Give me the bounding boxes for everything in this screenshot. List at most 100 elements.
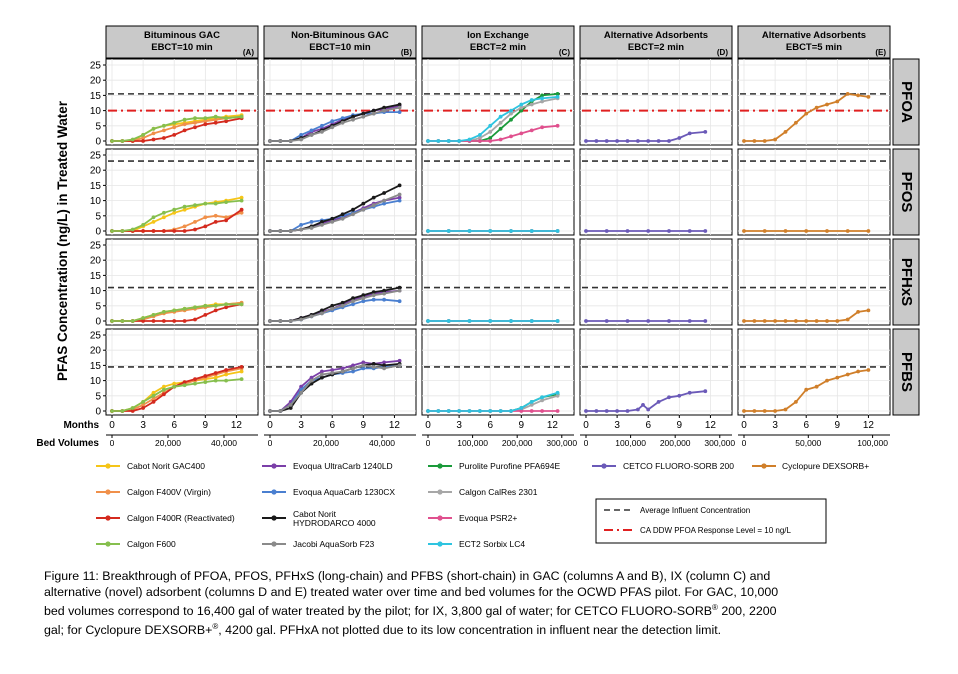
data-point-jacobi_aquasorb <box>361 114 366 119</box>
data-point-calgon_f400v <box>141 136 146 140</box>
data-point-jacobi_aquasorb <box>288 139 293 143</box>
data-point-cabot_hydrodarco <box>361 111 366 116</box>
data-point-evoqua_aquacarb <box>397 198 402 203</box>
data-point-evoqua_psr2 <box>540 125 544 130</box>
data-point-cetco_fluoro <box>584 139 588 143</box>
data-point-cabot_hydrodarco <box>288 406 293 410</box>
y-tick-label: 20 <box>90 166 102 177</box>
data-point-evoqua_aquacarb <box>382 297 386 302</box>
data-point-evoqua_psr2 <box>555 409 560 413</box>
data-point-calgon_f400v <box>172 125 177 130</box>
data-point-jacobi_aquasorb <box>268 409 272 413</box>
panel-D-pfbs <box>579 328 733 416</box>
data-point-ect2_sorbix <box>509 229 513 233</box>
data-point-ect2_sorbix <box>555 95 560 99</box>
data-point-evoqua_aquacarb <box>361 366 366 371</box>
data-point-cyclopure <box>773 137 777 142</box>
data-point-evoqua_ultracarb <box>330 368 335 372</box>
data-point-cetco_fluoro <box>703 389 708 394</box>
panel-D-pfoa <box>579 58 733 146</box>
data-point-ect2_sorbix <box>488 229 493 233</box>
data-point-jacobi_aquasorb <box>340 120 345 125</box>
data-point-calgon_f600 <box>141 316 146 320</box>
y-tick-label: 25 <box>90 61 102 72</box>
data-point-cyclopure <box>825 229 829 233</box>
y-tick-label: 0 <box>95 407 101 418</box>
bed-volume-tick-label: 0 <box>110 438 115 448</box>
legend-swatch-dot <box>761 463 767 469</box>
legend-label: Purolite Purofine PFA694E <box>459 461 560 471</box>
data-point-jacobi_aquasorb <box>320 130 324 134</box>
data-point-calgon_calres <box>519 105 524 110</box>
data-point-calgon_f400v <box>182 224 187 229</box>
data-point-calgon_calres <box>555 393 560 398</box>
data-point-purolite <box>540 93 544 98</box>
data-point-calgon_f400v <box>239 210 244 215</box>
month-tick-label: 0 <box>109 420 115 431</box>
data-point-cyclopure <box>825 319 829 323</box>
data-point-calgon_f600 <box>110 319 114 323</box>
month-tick-label: 9 <box>361 420 367 431</box>
data-point-cetco_fluoro <box>687 229 692 233</box>
data-point-calgon_f400r <box>182 319 187 323</box>
data-point-calgon_f400v <box>193 220 197 224</box>
data-point-calgon_f400r <box>239 365 244 369</box>
y-tick-label: 10 <box>90 286 102 297</box>
row-strip-bg <box>892 148 920 236</box>
bed-volume-tick-label: 20,000 <box>313 438 339 448</box>
panel-C-pfhxs <box>421 238 575 326</box>
data-point-calgon_f400r <box>203 313 208 317</box>
data-point-calgon_f600 <box>182 117 187 122</box>
data-point-ect2_sorbix <box>529 98 534 102</box>
data-point-ect2_sorbix <box>509 108 513 113</box>
data-point-cyclopure <box>825 102 829 107</box>
data-point-calgon_f400r <box>172 133 177 137</box>
month-tick-label: 6 <box>329 420 335 431</box>
data-point-cetco_fluoro <box>636 139 640 143</box>
data-point-cyclopure <box>814 105 819 110</box>
data-point-cabot_hydrodarco <box>371 290 376 294</box>
data-point-calgon_f600 <box>193 305 197 310</box>
data-point-evoqua_aquacarb <box>351 302 355 307</box>
panel-C-pfbs <box>421 328 575 416</box>
data-point-jacobi_aquasorb <box>299 317 303 322</box>
data-point-cetco_fluoro <box>667 319 671 323</box>
data-point-calgon_calres <box>488 130 493 134</box>
panel-D-pfos <box>579 148 733 236</box>
month-tick-label: 3 <box>614 420 620 431</box>
data-point-calgon_f400r <box>182 229 187 233</box>
caption-line-4b: , 4200 gal. PFHxA not plotted due to its… <box>218 623 722 638</box>
data-point-calgon_f400r <box>172 229 177 233</box>
data-point-calgon_f400r <box>193 125 197 130</box>
data-point-calgon_f400r <box>224 368 229 372</box>
data-point-calgon_f600 <box>203 303 208 308</box>
data-point-cyclopure <box>794 120 798 125</box>
data-point-purolite <box>488 136 493 140</box>
data-point-cyclopure <box>845 372 850 377</box>
data-point-jacobi_aquasorb <box>340 303 345 308</box>
data-point-ect2_sorbix <box>457 409 461 413</box>
data-point-calgon_f400r <box>203 122 208 127</box>
month-tick-label: 0 <box>267 420 273 431</box>
panel-frame <box>579 328 733 416</box>
y-tick-label: 10 <box>90 376 102 387</box>
data-point-cetco_fluoro <box>636 407 640 412</box>
data-point-cetco_fluoro <box>604 319 609 323</box>
data-point-jacobi_aquasorb <box>330 371 335 375</box>
panel-C-pfoa <box>421 58 575 146</box>
month-tick-label: 12 <box>389 420 401 431</box>
data-point-calgon_f400r <box>224 119 229 124</box>
column-header-bg <box>105 25 259 59</box>
data-point-jacobi_aquasorb <box>382 291 386 296</box>
data-point-calgon_f600 <box>151 215 156 220</box>
data-point-cyclopure <box>752 139 757 143</box>
data-point-cyclopure <box>814 384 819 389</box>
data-point-jacobi_aquasorb <box>268 139 272 143</box>
month-tick-label: 9 <box>519 420 525 431</box>
data-point-cabot_hydrodarco <box>371 195 376 200</box>
y-tick-label: 20 <box>90 256 102 267</box>
